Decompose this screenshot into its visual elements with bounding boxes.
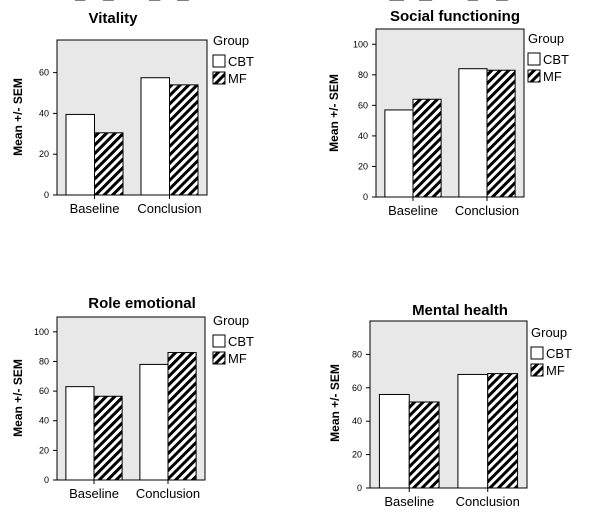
y-tick-label: 100 <box>34 327 49 337</box>
y-tick-label: 20 <box>352 450 362 460</box>
x-tick-label: Conclusion <box>455 203 519 218</box>
chart-panel: Role emotional Mean +/- SEM 0 20 40 60 80 100 Ba… <box>11 0 254 501</box>
y-tick-label: 60 <box>358 100 368 110</box>
x-tick-label: Baseline <box>69 486 119 501</box>
y-tick-label: 20 <box>39 445 49 455</box>
y-axis-label: Mean +/- SEM <box>11 359 25 437</box>
bar-cbt <box>384 109 414 198</box>
bar-mf <box>412 98 442 198</box>
x-tick-label: Conclusion <box>137 201 201 216</box>
bar-mf <box>169 84 199 196</box>
bar-cbt <box>457 373 489 489</box>
y-tick-label: 20 <box>358 161 368 171</box>
chart-panel: Vitality Mean +/- SEM 0 20 40 60 Baseline Concl… <box>11 0 254 216</box>
y-axis-label: Mean +/- SEM <box>11 78 25 156</box>
legend-label: MF <box>543 69 562 84</box>
y-tick-label: 0 <box>44 475 49 485</box>
legend-title: Group <box>528 31 564 46</box>
legend-swatch-cbt <box>530 346 544 360</box>
y-tick-label: 20 <box>39 149 49 159</box>
chart-title: Role emotional <box>88 295 196 312</box>
bar-cbt <box>65 113 95 196</box>
y-tick-label: 80 <box>39 356 49 366</box>
y-axis-label: Mean +/- SEM <box>328 364 342 442</box>
legend-label: CBT <box>228 334 254 349</box>
y-tick-label: 80 <box>358 70 368 80</box>
x-tick-label: Baseline <box>70 201 120 216</box>
bar-mf <box>408 401 440 489</box>
bar-mf <box>487 373 519 489</box>
legend-swatch-cbt <box>212 54 226 68</box>
bar-mf <box>167 352 197 481</box>
legend-title: Group <box>531 325 567 340</box>
x-tick-label: Baseline <box>384 494 434 509</box>
y-tick-label: 0 <box>363 192 368 202</box>
x-tick-label: Baseline <box>388 203 438 218</box>
legend-swatch-mf <box>212 71 226 85</box>
legend-swatch-mf <box>530 363 544 377</box>
y-tick-label: 60 <box>39 386 49 396</box>
chart-panel: Social functioning Mean +/- SEM 0 20 40 60 80 1… <box>327 0 569 218</box>
legend-swatch-mf <box>212 351 226 365</box>
legend-title: Group <box>213 33 249 48</box>
legend-title: Group <box>213 313 249 328</box>
y-tick-label: 100 <box>353 39 368 49</box>
y-axis-label: Mean +/- SEM <box>327 74 341 152</box>
y-tick-label: 40 <box>358 131 368 141</box>
y-tick-label: 60 <box>352 383 362 393</box>
y-tick-label: 0 <box>44 190 49 200</box>
legend-label: MF <box>228 71 247 86</box>
bar-cbt <box>140 77 170 196</box>
legend-label: MF <box>228 351 247 366</box>
y-tick-label: 60 <box>39 68 49 78</box>
chart-title: Vitality <box>89 10 139 27</box>
y-tick-label: 40 <box>352 416 362 426</box>
legend-label: MF <box>546 363 565 378</box>
y-tick-label: 80 <box>352 349 362 359</box>
legend-label: CBT <box>546 346 572 361</box>
chart-panel: Mental health Mean +/- SEM 0 20 40 60 80 Baseli… <box>328 0 572 509</box>
legend-swatch-cbt <box>212 334 226 348</box>
y-tick-label: 40 <box>39 416 49 426</box>
legend-label: CBT <box>228 54 254 69</box>
y-tick-label: 0 <box>357 483 362 493</box>
bar-mf <box>94 132 124 196</box>
x-tick-label: Conclusion <box>456 494 520 509</box>
bar-mf <box>93 395 123 481</box>
chart-title: Social functioning <box>390 8 520 25</box>
legend-label: CBT <box>543 52 569 67</box>
bar-mf <box>486 69 516 198</box>
legend-swatch-mf <box>527 69 541 83</box>
bar-cbt <box>65 386 95 481</box>
legend-swatch-cbt <box>527 52 541 66</box>
y-tick-label: 40 <box>39 108 49 118</box>
chart-title: Mental health <box>412 302 508 319</box>
x-tick-label: Conclusion <box>136 486 200 501</box>
bar-cbt <box>458 68 488 198</box>
bar-cbt <box>139 363 169 481</box>
bar-cbt <box>378 393 410 489</box>
